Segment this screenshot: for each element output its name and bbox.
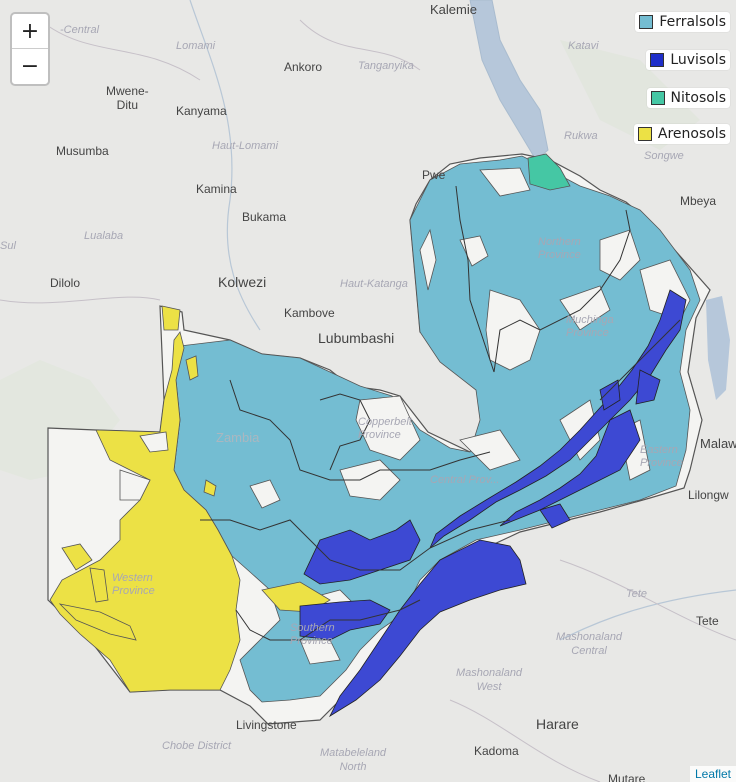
legend-label: Nitosols <box>670 90 726 106</box>
lake-malawi <box>706 296 730 400</box>
legend-item-nitosols: Nitosols <box>646 88 730 108</box>
legend-label: Ferralsols <box>659 14 726 30</box>
place-label: Mashonaland West <box>456 667 523 693</box>
place-label: Mbeya <box>680 194 717 208</box>
legend-swatch <box>637 127 652 141</box>
legend-label: Arenosols <box>657 126 726 142</box>
place-label: Dilolo <box>50 276 81 290</box>
place-label: Mwene- Ditu <box>106 84 149 112</box>
ferralsols-areas <box>173 155 701 703</box>
zoom-in-button[interactable]: + <box>12 14 48 49</box>
legend-item-arenosols: Arenosols <box>633 124 730 144</box>
place-label: Mutare <box>608 772 646 782</box>
arenosols-areas <box>49 305 331 693</box>
place-label: Lomami <box>176 40 216 52</box>
place-label: Southern Province <box>290 622 335 647</box>
zoom-control: + − <box>10 12 50 86</box>
place-label: Rukwa <box>564 130 598 142</box>
place-label: Kalemie <box>430 2 477 17</box>
place-label: Kanyama <box>176 104 227 118</box>
place-label: Western Province <box>112 572 155 597</box>
place-label: Matabeleland North <box>320 747 387 773</box>
place-label: Songwe <box>644 150 684 162</box>
leaflet-link[interactable]: Leaflet <box>694 767 731 781</box>
place-label: Tete <box>696 614 719 628</box>
place-label: Mashonaland Central <box>556 631 623 657</box>
legend-swatch <box>650 53 665 67</box>
place-label: Bukama <box>242 210 287 224</box>
place-label: Lualaba <box>84 230 124 242</box>
place-label: Livingstone <box>236 718 297 732</box>
place-label: Chobe District <box>162 740 232 752</box>
place-label: -Central <box>60 24 100 36</box>
province-boundaries <box>200 185 681 641</box>
place-label: Kambove <box>284 306 335 320</box>
place-label: Sul <box>0 240 16 252</box>
place-label: Haut-Lomami <box>212 140 279 152</box>
place-label: Copperbelt Province <box>358 416 412 441</box>
place-label: Central Prov... <box>430 474 500 486</box>
place-label: Ankoro <box>284 60 323 74</box>
place-label: Malaw <box>700 436 736 451</box>
place-label: Kadoma <box>474 744 519 758</box>
legend-swatch <box>639 15 654 29</box>
place-label: Eastern Province <box>640 444 683 469</box>
attribution: Leaflet <box>689 766 736 782</box>
legend-label: Luvisols <box>670 52 726 68</box>
place-label: Tete <box>626 588 648 600</box>
place-label: Kolwezi <box>218 274 267 290</box>
other-soils <box>249 167 691 665</box>
place-label: Harare <box>536 716 579 732</box>
place-label: Kamina <box>196 182 237 196</box>
place-label: Katavi <box>568 40 599 52</box>
legend-item-ferralsols: Ferralsols <box>635 12 730 32</box>
legend-swatch <box>650 91 665 105</box>
lake-tanganyika <box>469 0 549 161</box>
place-label: Musumba <box>56 144 109 158</box>
nitosols-area <box>527 153 571 191</box>
place-label: Haut-Katanga <box>340 278 408 290</box>
zoom-out-button[interactable]: − <box>12 49 48 84</box>
place-label: Lubumbashi <box>318 330 395 346</box>
place-label: Northern Province <box>538 236 581 261</box>
place-label: Zambia <box>216 430 260 445</box>
place-label: Lilongw <box>688 488 729 502</box>
place-label: Pwe <box>422 168 446 182</box>
place-label: Muchinga Province <box>566 314 614 339</box>
legend-item-luvisols: Luvisols <box>646 50 730 70</box>
place-label: Tanganyika <box>358 60 414 72</box>
luvisols-areas <box>299 289 687 718</box>
